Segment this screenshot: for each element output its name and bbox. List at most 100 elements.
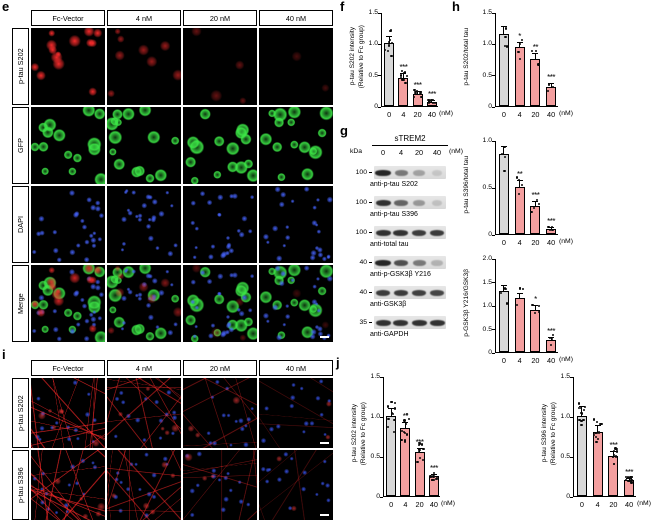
bar-group-0nm: 0 — [498, 258, 510, 365]
y-tick-label: 1.5 — [482, 9, 492, 16]
x-tick-label: 0 — [387, 110, 392, 119]
significance-stars: *** — [399, 63, 408, 73]
data-point — [551, 334, 554, 337]
data-point — [611, 455, 614, 458]
y-tick-mark — [570, 496, 573, 498]
data-point — [387, 417, 390, 421]
blot-band — [411, 229, 427, 236]
data-point — [384, 48, 387, 51]
error-bar — [417, 91, 419, 95]
scale-bar — [320, 336, 329, 338]
data-point — [420, 95, 423, 99]
data-point — [597, 438, 600, 441]
data-point — [393, 418, 396, 421]
y-axis-label: p-tau S396/total tau — [463, 155, 470, 214]
data-point — [413, 96, 416, 99]
kda-tick — [369, 322, 372, 323]
panel-h-chart-ptau-s396: p-tau S396/total tau 0 0.5 1.0 0 ** 4 *** 20 *** 4… — [462, 134, 580, 250]
bar-group-40nm: *** 40 — [428, 376, 440, 509]
y-tick-mark — [492, 106, 495, 108]
plot-area: 0 *** 4 *** 20 *** 40 — [381, 12, 438, 119]
blot-band — [393, 319, 409, 326]
y-axis-label: p-tau S202 intensity (Relative to Fc grou… — [349, 24, 365, 89]
blot-treatment-title: sTREM2 — [394, 134, 426, 143]
y-tick-mark — [380, 456, 383, 458]
data-point — [578, 418, 581, 421]
blot-strip-anti-p-gsk3-y216 — [374, 256, 446, 269]
error-bar — [388, 35, 390, 45]
bar-group-40nm: *** 40 — [545, 258, 557, 365]
plot-area: 0 4 * 20 *** 40 — [495, 258, 558, 365]
blot-antibody-label: anti-total tau — [370, 240, 409, 248]
blot-band — [375, 199, 391, 206]
y-tick-label: 1.0 — [370, 413, 380, 420]
data-point — [419, 92, 422, 95]
panel-f-bar-chart: p-tau S202 intensity (Relative to Fc grou… — [348, 6, 460, 122]
error-bar-cap — [500, 285, 507, 287]
bar-group-0nm: 0 — [385, 376, 397, 509]
panel-e-micrograph-gfp-fc-vector — [31, 107, 105, 184]
data-point — [388, 40, 391, 43]
data-point — [580, 424, 583, 427]
grid-corner — [12, 10, 29, 26]
blot-band — [412, 259, 426, 266]
x-axis-unit: (nM) — [439, 110, 453, 117]
bar-group-4nm: ** 4 — [399, 376, 411, 509]
y-tick-mark — [492, 329, 495, 330]
bar — [386, 416, 397, 496]
bar — [576, 416, 587, 496]
data-point — [580, 419, 583, 422]
data-point — [546, 90, 550, 93]
data-point — [389, 29, 392, 32]
data-point — [432, 475, 435, 478]
kda-marker: 40 — [359, 289, 367, 296]
error-bar — [503, 26, 505, 35]
data-point — [626, 476, 629, 479]
blot-strip-anti-p-tau-s202 — [374, 166, 446, 179]
y-tick-mark — [378, 12, 381, 14]
bar — [498, 290, 509, 352]
panel-e-row-label-p-tau-s202: p-tau S202 — [12, 28, 29, 105]
panel-g-label: g — [340, 123, 348, 138]
bar-group-40nm: *** 40 — [623, 376, 635, 509]
kda-tick — [369, 202, 372, 203]
bar-group-0nm: 0 — [498, 12, 510, 119]
blot-strip-anti-gapdh — [374, 316, 446, 329]
panel-i-micrograph-p-tau-s396-fc-vector — [31, 450, 105, 520]
panel-e-col-header-4-nm: 4 nM — [107, 10, 181, 26]
data-point — [420, 443, 424, 446]
x-tick-label: 40 — [547, 110, 556, 119]
bar-group-40nm: *** 40 — [426, 12, 438, 119]
plot-area: 0 ** 4 *** 20 *** 40 — [383, 376, 440, 509]
data-point — [418, 442, 421, 445]
bar — [514, 298, 525, 352]
data-point — [431, 99, 434, 102]
data-point — [505, 288, 508, 291]
data-point — [550, 225, 553, 229]
data-point — [390, 400, 393, 403]
panel-i-row-label-p-tau-s396: p-tau S396 — [12, 450, 29, 520]
data-point — [592, 434, 596, 437]
bar-group-4nm: *** 4 — [397, 12, 409, 119]
blot-band — [375, 169, 391, 176]
blot-band — [375, 289, 391, 296]
data-point — [418, 443, 421, 446]
error-bar — [581, 406, 583, 417]
data-point — [552, 85, 555, 89]
y-tick-mark — [492, 234, 495, 236]
y-tick-mark — [492, 305, 495, 307]
y-tick-label: 0.5 — [368, 71, 378, 79]
panel-e-micrograph-gfp-4-nm — [107, 107, 181, 184]
panel-i-micrograph-p-tau-s202-fc-vector — [31, 378, 105, 448]
panel-e-micrograph-dapi-20-nm — [183, 186, 257, 263]
y-tick-mark — [492, 258, 495, 260]
panel-h-chart-ptau-s202: p-tau S202/total tau 0 0.5 1.0 1.5 0 * 4 ** 20 ***… — [462, 6, 580, 122]
data-point — [432, 472, 435, 475]
y-tick-label: 1.0 — [368, 40, 378, 48]
error-bar — [550, 227, 552, 231]
error-bar-cap — [626, 477, 633, 479]
panel-h-chart-gsk3b-y216: p-GSK3β Y216/GSK3β 0 0.5 1.0 1.5 2.0 0 4 * 20 *** 4… — [462, 252, 580, 368]
error-bar — [534, 53, 536, 60]
bar-group-4nm: 4 — [592, 376, 604, 509]
data-point — [419, 448, 422, 452]
